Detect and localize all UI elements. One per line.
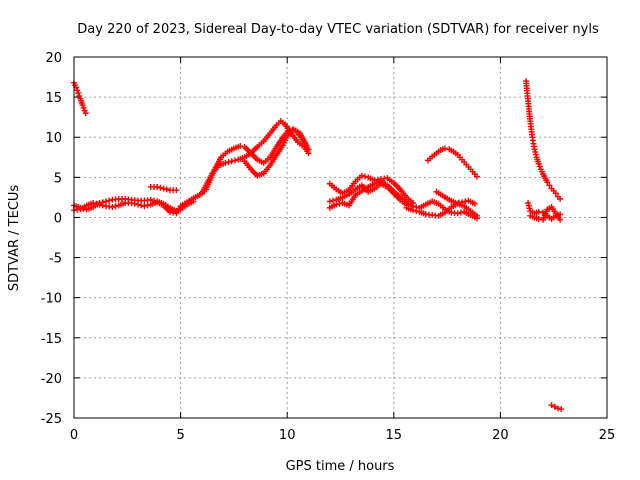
series-arc-steep-decay bbox=[522, 78, 564, 202]
data-point bbox=[551, 403, 558, 410]
data-point bbox=[305, 150, 312, 157]
y-tick-label: -5 bbox=[49, 252, 62, 267]
data-point bbox=[228, 158, 235, 165]
x-tick-label: 5 bbox=[176, 428, 184, 443]
data-point bbox=[336, 200, 343, 207]
series-arc-rise-b bbox=[203, 118, 312, 193]
data-point bbox=[141, 203, 148, 210]
series-arc-mid-b bbox=[326, 180, 410, 209]
series-arc-late-hump bbox=[424, 145, 480, 180]
y-tick-label: 5 bbox=[54, 171, 62, 186]
data-point bbox=[160, 185, 167, 192]
data-points bbox=[71, 78, 565, 413]
data-point bbox=[225, 159, 232, 166]
data-point bbox=[128, 200, 135, 207]
data-point bbox=[535, 208, 542, 215]
data-point bbox=[457, 209, 464, 216]
data-point bbox=[163, 186, 170, 193]
data-point bbox=[557, 195, 564, 202]
data-point bbox=[557, 216, 564, 223]
chart-title: Day 220 of 2023, Sidereal Day-to-day VTE… bbox=[77, 22, 599, 37]
data-point bbox=[459, 199, 466, 206]
data-point bbox=[106, 197, 113, 204]
x-axis-label: GPS time / hours bbox=[286, 459, 395, 474]
data-point bbox=[138, 202, 145, 209]
data-point bbox=[554, 405, 561, 412]
y-axis-label: SDTVAR / TECUs bbox=[7, 185, 22, 292]
data-point bbox=[409, 207, 416, 214]
data-point bbox=[362, 173, 369, 180]
data-point bbox=[109, 204, 116, 211]
data-point bbox=[535, 160, 542, 167]
data-point bbox=[330, 197, 337, 204]
data-point bbox=[441, 145, 448, 152]
data-point bbox=[144, 202, 151, 209]
series-arc-mid-c bbox=[326, 178, 410, 211]
data-point bbox=[326, 198, 333, 205]
data-point bbox=[93, 200, 100, 207]
data-point bbox=[558, 406, 565, 413]
data-point bbox=[134, 201, 141, 208]
y-tick-label: -15 bbox=[41, 332, 62, 347]
series-arc-end-low-b bbox=[527, 204, 564, 223]
data-point bbox=[154, 183, 161, 190]
data-point bbox=[413, 208, 420, 215]
data-point bbox=[80, 104, 87, 111]
x-tick-label: 10 bbox=[279, 428, 296, 443]
y-tick-label: 20 bbox=[45, 51, 62, 66]
data-point bbox=[75, 90, 82, 97]
data-point bbox=[535, 216, 542, 223]
data-point bbox=[454, 210, 461, 217]
series-arc-short-mid bbox=[147, 183, 180, 194]
y-tick-label: -20 bbox=[41, 372, 62, 387]
data-point bbox=[96, 201, 103, 208]
series-arc-rise-c bbox=[241, 126, 310, 179]
y-tick-label: 15 bbox=[45, 91, 62, 106]
data-point bbox=[170, 209, 177, 216]
plot-frame bbox=[73, 56, 608, 419]
y-tick-label: -25 bbox=[41, 412, 62, 427]
data-point bbox=[536, 163, 543, 170]
data-point bbox=[82, 110, 89, 117]
y-tick-label: -10 bbox=[41, 292, 62, 307]
series-arc-late-low-b bbox=[403, 200, 480, 219]
data-point bbox=[74, 87, 81, 94]
data-point bbox=[76, 92, 83, 99]
data-point bbox=[237, 143, 244, 150]
data-point bbox=[358, 172, 365, 179]
data-point bbox=[99, 202, 106, 209]
data-point bbox=[173, 187, 180, 194]
data-point bbox=[90, 200, 97, 207]
data-point bbox=[473, 173, 480, 180]
series-arc-late-short bbox=[433, 188, 478, 207]
x-tick-label: 15 bbox=[386, 428, 403, 443]
data-point bbox=[462, 198, 469, 205]
y-tick-label: 0 bbox=[54, 211, 62, 226]
data-point bbox=[131, 200, 138, 207]
x-tick-label: 25 bbox=[599, 428, 616, 443]
data-point bbox=[544, 179, 551, 186]
data-point bbox=[231, 157, 238, 164]
data-point bbox=[333, 201, 340, 208]
data-point bbox=[157, 184, 164, 191]
data-point bbox=[552, 190, 559, 197]
data-point bbox=[548, 402, 555, 409]
data-point bbox=[112, 203, 119, 210]
data-point bbox=[303, 142, 310, 149]
data-point bbox=[546, 182, 553, 189]
data-point bbox=[79, 102, 86, 109]
grid-lines bbox=[74, 57, 607, 418]
data-point bbox=[222, 159, 229, 166]
series-arc-low-band-b bbox=[71, 188, 208, 217]
data-point bbox=[471, 200, 478, 207]
data-point bbox=[166, 208, 173, 215]
series-arc-end-negative bbox=[548, 402, 565, 413]
x-tick-label: 20 bbox=[492, 428, 509, 443]
data-point bbox=[473, 212, 480, 219]
y-tick-label: 10 bbox=[45, 131, 62, 146]
x-tick-label: 0 bbox=[70, 428, 78, 443]
